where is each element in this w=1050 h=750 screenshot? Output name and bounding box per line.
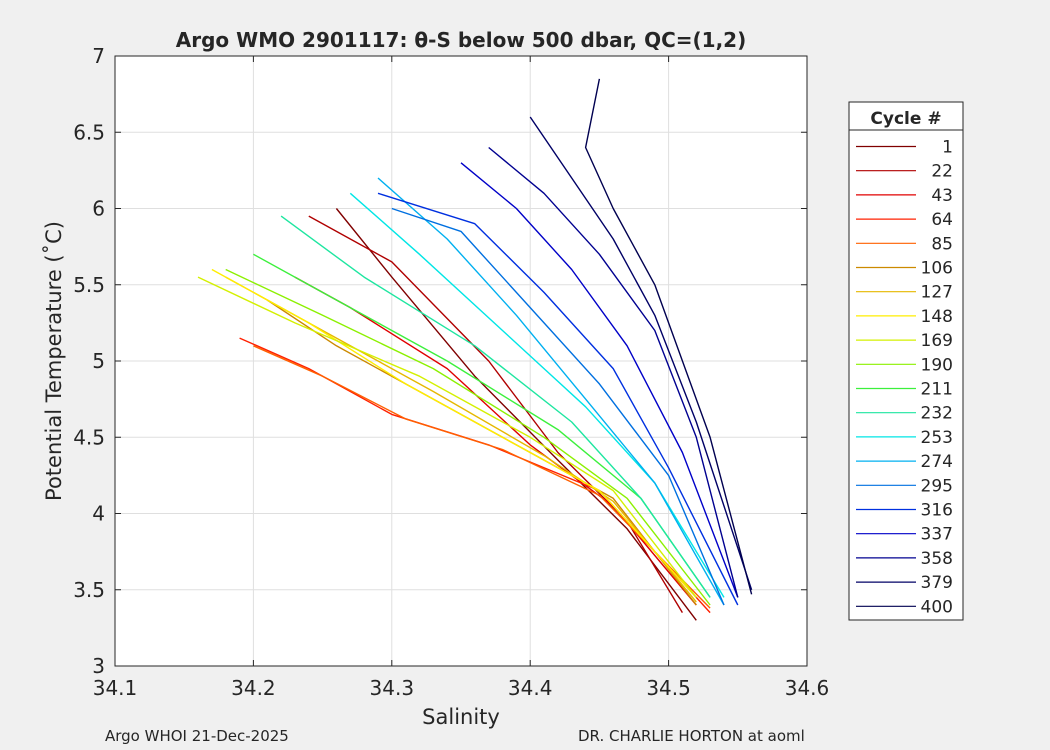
- x-tick-label: 34.6: [785, 676, 830, 700]
- legend-label: 190: [921, 355, 953, 375]
- x-tick-label: 34.5: [646, 676, 691, 700]
- x-tick-label: 34.1: [93, 676, 138, 700]
- legend-label: 169: [921, 331, 953, 351]
- legend-title: Cycle #: [870, 109, 941, 129]
- legend-label: 1: [942, 138, 953, 158]
- y-tick-label: 3: [92, 654, 105, 678]
- y-axis-ticks: 3 3.5 4 4.5 5 5.5 6 6.5 7: [73, 44, 807, 678]
- legend-label: 43: [931, 186, 953, 206]
- legend-label: 232: [921, 404, 953, 424]
- legend-label: 400: [921, 597, 953, 617]
- data-lines: [197, 78, 753, 621]
- legend-label: 106: [921, 259, 953, 279]
- legend-label: 85: [931, 234, 953, 254]
- series-line-85: [253, 345, 711, 609]
- legend-label: 316: [921, 501, 953, 521]
- x-tick-label: 34.2: [231, 676, 276, 700]
- legend-label: 211: [921, 380, 953, 400]
- y-tick-label: 4.5: [73, 425, 105, 449]
- x-axis-label: Salinity: [422, 705, 500, 729]
- series-line-337: [460, 162, 739, 598]
- y-tick-label: 6.5: [73, 120, 105, 144]
- legend-label: 148: [921, 307, 953, 327]
- legend-label: 295: [921, 476, 953, 496]
- x-axis-ticks: 34.1 34.2 34.3 34.4 34.5 34.6: [93, 56, 830, 700]
- series-line-400: [584, 78, 753, 595]
- series-line-316: [377, 192, 739, 606]
- y-tick-label: 5.5: [73, 273, 105, 297]
- legend-label: 337: [921, 525, 953, 545]
- chart-title: Argo WMO 2901117: θ-S below 500 dbar, QC…: [176, 28, 746, 52]
- legend-label: 379: [921, 573, 953, 593]
- series-line-379: [529, 116, 753, 591]
- legend-label: 253: [921, 428, 953, 448]
- legend-label: 64: [931, 210, 953, 230]
- y-tick-label: 7: [92, 44, 105, 68]
- footer-left-text: Argo WHOI 21-Dec-2025: [105, 727, 289, 745]
- footer-right-text: DR. CHARLIE HORTON at aoml: [578, 727, 805, 745]
- series-line-295: [391, 207, 725, 606]
- legend-label: 358: [921, 549, 953, 569]
- y-tick-label: 4: [92, 502, 105, 526]
- series-line-358: [488, 146, 739, 598]
- series-line-148: [211, 268, 697, 598]
- y-tick-label: 3.5: [73, 578, 105, 602]
- y-tick-label: 5: [92, 349, 105, 373]
- series-line-169: [197, 276, 697, 598]
- legend-label: 127: [921, 283, 953, 303]
- y-axis-label: Potential Temperature (˚C): [42, 221, 66, 501]
- x-tick-label: 34.4: [508, 676, 553, 700]
- x-tick-label: 34.3: [370, 676, 415, 700]
- series-line-190: [225, 268, 711, 606]
- y-tick-label: 6: [92, 197, 105, 221]
- legend-label: 274: [921, 452, 953, 472]
- legend: Cycle # 1 22 43 64 85 106 127 148 169 190 211 232 25…: [848, 101, 964, 621]
- series-line-1: [335, 208, 697, 621]
- series-line-22: [308, 215, 683, 613]
- series-line-232: [280, 215, 711, 598]
- series-line-274: [377, 177, 725, 606]
- legend-label: 22: [931, 162, 953, 182]
